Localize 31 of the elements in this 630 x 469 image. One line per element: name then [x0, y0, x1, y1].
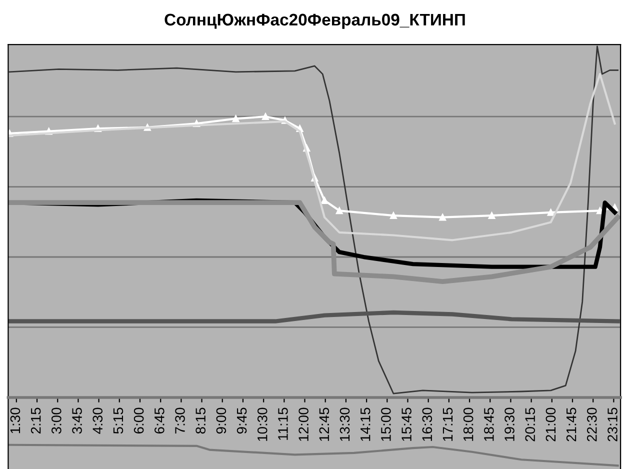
- x-tick-label: 18:45: [484, 408, 494, 441]
- x-tick-label: 15:45: [402, 408, 412, 441]
- x-tick-label: 21:45: [566, 408, 576, 442]
- x-tick-label: 11:15: [278, 408, 288, 440]
- x-tick-label: 2:15: [30, 408, 41, 434]
- x-tick-label: 10:30: [257, 408, 268, 441]
- x-tick-label: 8:15: [196, 408, 206, 434]
- x-tick-label: 5:15: [113, 408, 124, 434]
- x-tick-label: 14:15: [360, 408, 370, 441]
- x-tick-label: 3:45: [72, 408, 82, 434]
- x-tick-label: 13:30: [340, 408, 350, 441]
- x-tick-label: 17:15: [442, 408, 453, 441]
- x-tick-label: 7:30: [175, 408, 185, 434]
- x-tick-label: 12:00: [298, 408, 308, 441]
- x-tick-label: 1:30: [10, 408, 20, 434]
- x-tick-label: 15:00: [381, 408, 391, 441]
- x-tick-label: 12:45: [319, 408, 330, 441]
- chart-title: СолнцЮжнФас20Февраль09_КТИНП: [164, 14, 465, 29]
- x-tick-label: 3:00: [52, 408, 62, 434]
- x-tick-label: 6:00: [134, 408, 144, 434]
- x-tick-label: 21:00: [546, 408, 556, 442]
- x-tick-label: 23:15: [608, 408, 618, 442]
- x-tick-label: 9:00: [216, 408, 226, 434]
- x-tick-label: 18:00: [463, 408, 474, 441]
- x-tick-label: 22:30: [586, 408, 597, 442]
- x-tick-label: 6:45: [154, 408, 164, 434]
- x-tick-label: 19:30: [504, 408, 514, 441]
- x-tick-label: 4:30: [92, 408, 103, 434]
- x-tick-label: 20:15: [525, 408, 536, 442]
- x-tick-label: 9:45: [236, 408, 247, 434]
- x-tick-label: 16:30: [422, 408, 432, 441]
